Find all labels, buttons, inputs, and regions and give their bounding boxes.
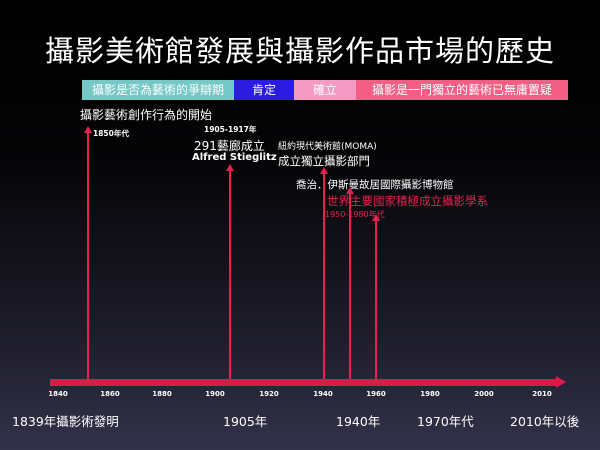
page-title: 攝影美術館發展與攝影作品市場的歷史	[44, 34, 555, 68]
era-label-1970: 1970年代	[417, 414, 474, 429]
era-label-1940: 1940年	[336, 414, 381, 429]
annotation-1940-line1: 紐約現代美術館(MOMA)	[278, 142, 377, 152]
timeline-marker-1905	[229, 170, 231, 380]
annotation-1850-year: 1850年代	[93, 129, 129, 138]
annotation-1960-text: 世界主要國家積極成立攝影學系	[327, 194, 488, 208]
axis-tick-1940: 1940	[313, 390, 333, 398]
annotation-1905-line2: Alfred Stieglitz	[192, 152, 277, 163]
timeline-marker-1960	[375, 220, 377, 380]
timeline-arrow-1850-icon	[84, 126, 92, 133]
axis-tick-1860: 1860	[100, 390, 120, 398]
timeline-marker-1940	[323, 173, 325, 380]
band-independent: 攝影是一門獨立的藝術已無庸置疑	[356, 80, 568, 100]
era-label-2010: 2010年以後	[510, 414, 580, 429]
axis-tick-1880: 1880	[152, 390, 172, 398]
band-affirm-label: 肯定	[251, 83, 276, 97]
annotation-1950-text: 喬治．伊斯曼故居國際攝影博物館	[296, 179, 454, 191]
timeline-arrow-1940-icon	[320, 167, 328, 174]
axis-tick-2000: 2000	[474, 390, 494, 398]
annotation-1940-line2: 成立獨立攝影部門	[278, 154, 370, 168]
axis-tick-1840: 1840	[48, 390, 68, 398]
era-label-1905: 1905年	[223, 414, 268, 429]
band-affirm: 肯定	[234, 80, 294, 100]
timeline-arrow-1960-icon	[372, 214, 380, 221]
era-label-1839: 1839年攝影術發明	[12, 414, 119, 429]
band-establish: 確立	[294, 80, 356, 100]
axis-tick-1980: 1980	[420, 390, 440, 398]
timeline-axis	[50, 379, 558, 386]
timeline-arrow-1905-icon	[226, 164, 234, 171]
band-debate-label: 攝影是否為藝術的爭辯期	[91, 83, 224, 97]
axis-tick-1920: 1920	[259, 390, 279, 398]
annotation-1905-line1: 291藝廊成立	[194, 139, 265, 153]
axis-tick-2010: 2010	[532, 390, 552, 398]
timeline-arrow-1950-icon	[346, 187, 354, 194]
annotation-1960-range: 1950-1980年代	[325, 210, 385, 219]
timeline-marker-1950	[349, 193, 351, 380]
annotation-1905-range: 1905-1917年	[204, 125, 257, 134]
annotation-1850-text: 攝影藝術創作行為的開始	[80, 108, 213, 122]
band-establish-label: 確立	[312, 83, 337, 97]
timeline-marker-1850	[87, 132, 89, 380]
axis-tick-1900: 1900	[205, 390, 225, 398]
band-debate: 攝影是否為藝術的爭辯期	[82, 80, 234, 100]
timeline-axis-arrow-icon	[556, 376, 566, 388]
axis-tick-1960: 1960	[366, 390, 386, 398]
band-independent-label: 攝影是一門獨立的藝術已無庸置疑	[371, 83, 552, 97]
